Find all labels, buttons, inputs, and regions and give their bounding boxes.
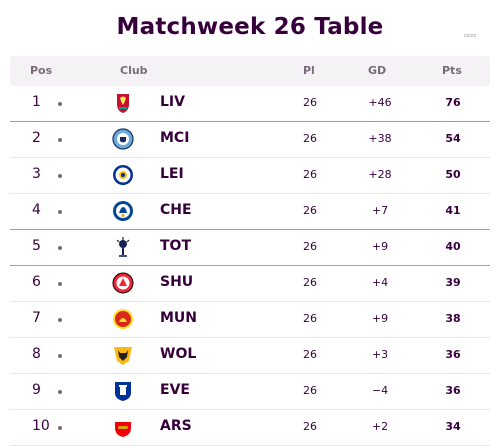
man-united-crest-icon [112, 308, 134, 330]
standings-table: 1 LIV 26 +46 76 2 MCI 26 +38 54 3 LEI 26… [10, 86, 490, 446]
position: 5 [32, 238, 41, 254]
everton-crest-icon [112, 380, 134, 402]
arsenal-crest-icon [112, 416, 134, 438]
goal-difference: +3 [371, 348, 389, 361]
goal-difference: +2 [371, 420, 389, 433]
played: 26 [303, 96, 317, 109]
goal-difference: +9 [371, 240, 389, 253]
chelsea-crest-icon [112, 200, 134, 222]
column-header-club[interactable]: Club [120, 64, 148, 77]
goal-difference: +38 [368, 132, 392, 145]
goal-difference: +28 [368, 168, 392, 181]
club-name[interactable]: WOL [160, 346, 197, 362]
position: 10 [32, 418, 50, 434]
goal-difference: +9 [371, 312, 389, 325]
table-row[interactable]: 9 EVE 26 −4 36 [10, 374, 490, 410]
goal-difference: +46 [368, 96, 392, 109]
wolves-crest-icon [112, 344, 134, 366]
played: 26 [303, 168, 317, 181]
points: 39 [445, 276, 461, 289]
table-header: Pos Club Pl GD Pts [10, 56, 490, 86]
club-name[interactable]: SHU [160, 274, 194, 290]
club-name[interactable]: LIV [160, 94, 185, 110]
table-row[interactable]: 6 SHU 26 +4 39 [10, 266, 490, 302]
movement-dot-icon [58, 354, 62, 358]
man-city-crest-icon [112, 128, 134, 150]
position: 3 [32, 166, 41, 182]
column-header-pts[interactable]: Pts [442, 64, 462, 77]
movement-dot-icon [58, 174, 62, 178]
table-row[interactable]: 7 MUN 26 +9 38 [10, 302, 490, 338]
movement-dot-icon [58, 282, 62, 286]
position: 4 [32, 202, 41, 218]
movement-dot-icon [58, 390, 62, 394]
corner-mark: ▫▫▫ [464, 32, 477, 39]
position: 8 [32, 346, 41, 362]
page-title: Matchweek 26 Table [116, 14, 384, 40]
goal-difference: +7 [371, 204, 389, 217]
points: 41 [445, 204, 461, 217]
table-row[interactable]: 5 TOT 26 +9 40 [10, 230, 490, 266]
played: 26 [303, 240, 317, 253]
table-row[interactable]: 10 ARS 26 +2 34 [10, 410, 490, 446]
club-name[interactable]: CHE [160, 202, 192, 218]
played: 26 [303, 312, 317, 325]
points: 34 [445, 420, 461, 433]
club-name[interactable]: TOT [160, 238, 192, 254]
leicester-crest-icon [112, 164, 134, 186]
played: 26 [303, 384, 317, 397]
played: 26 [303, 276, 317, 289]
position: 2 [32, 130, 41, 146]
table-row[interactable]: 2 MCI 26 +38 54 [10, 122, 490, 158]
points: 50 [445, 168, 461, 181]
column-header-gd[interactable]: GD [368, 64, 387, 77]
club-name[interactable]: MCI [160, 130, 190, 146]
club-name[interactable]: EVE [160, 382, 190, 398]
tottenham-crest-icon [112, 236, 134, 258]
movement-dot-icon [58, 138, 62, 142]
points: 36 [445, 384, 461, 397]
points: 38 [445, 312, 461, 325]
movement-dot-icon [58, 318, 62, 322]
movement-dot-icon [58, 426, 62, 430]
position: 1 [32, 94, 41, 110]
club-name[interactable]: ARS [160, 418, 192, 434]
position: 9 [32, 382, 41, 398]
played: 26 [303, 420, 317, 433]
played: 26 [303, 204, 317, 217]
goal-difference: +4 [371, 276, 389, 289]
table-row[interactable]: 4 CHE 26 +7 41 [10, 194, 490, 230]
points: 76 [445, 96, 461, 109]
position: 7 [32, 310, 41, 326]
movement-dot-icon [58, 246, 62, 250]
played: 26 [303, 348, 317, 361]
played: 26 [303, 132, 317, 145]
liverpool-crest-icon [112, 92, 134, 114]
movement-dot-icon [58, 210, 62, 214]
movement-dot-icon [58, 102, 62, 106]
table-row[interactable]: 8 WOL 26 +3 36 [10, 338, 490, 374]
table-row[interactable]: 3 LEI 26 +28 50 [10, 158, 490, 194]
points: 40 [445, 240, 461, 253]
club-name[interactable]: MUN [160, 310, 198, 326]
position: 6 [32, 274, 41, 290]
column-header-pl[interactable]: Pl [303, 64, 315, 77]
table-row[interactable]: 1 LIV 26 +46 76 [10, 86, 490, 122]
points: 36 [445, 348, 461, 361]
column-header-pos[interactable]: Pos [30, 64, 53, 77]
goal-difference: −4 [371, 384, 389, 397]
points: 54 [445, 132, 461, 145]
club-name[interactable]: LEI [160, 166, 184, 182]
sheffield-united-crest-icon [112, 272, 134, 294]
